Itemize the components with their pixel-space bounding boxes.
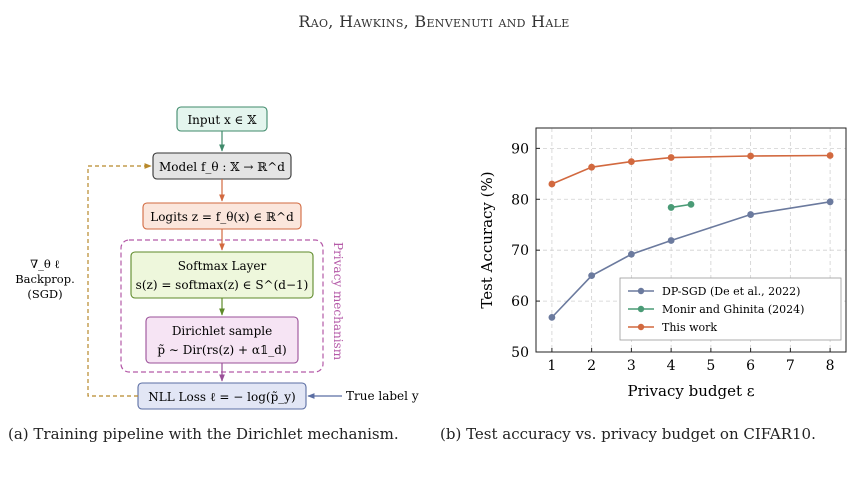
dirichlet-node-equation: p̃ ∼ Dir(rs(z) + α𝟙_d) [157,343,286,357]
y-tick-label: 70 [511,243,529,259]
input-node-label: Input x ∈ 𝕏 [187,113,257,127]
legend-label: This work [662,321,717,334]
data-point [747,211,755,218]
data-point [687,200,695,208]
backprop-path [87,163,152,397]
series-line-2 [551,154,831,185]
y-tick-label: 50 [511,345,529,361]
data-point [588,163,596,171]
data-point [548,313,556,321]
accuracy-chart: 1 2 3 4 5 6 7 8 50 60 70 80 90 Privacy budget ε Test… [478,127,847,400]
x-tick-label: 2 [587,358,596,374]
x-tick-label: 8 [826,358,835,374]
x-tick-label: 3 [627,358,636,374]
data-point [747,152,755,160]
x-axis-label: Privacy budget ε [627,382,754,400]
data-point [588,272,596,280]
legend-label: DP-SGD (De et al., 2022) [662,285,800,298]
data-point [826,198,834,206]
data-point [627,158,635,165]
y-axis-label: Test Accuracy (%) [478,171,496,308]
softmax-node-title: Softmax Layer [178,259,267,273]
data-point [667,204,675,211]
data-point [667,237,675,244]
y-tick-label: 60 [511,294,529,310]
caption-b: (b) Test accuracy vs. privacy budget on … [440,425,816,443]
x-tick-label: 6 [746,358,755,374]
data-point [627,250,635,258]
pipeline-diagram: Privacy mechanism Input x ∈ 𝕏 Model f_θ … [15,106,419,410]
legend-swatch-marker [637,323,645,331]
privacy-mechanism-label: Privacy mechanism [331,242,345,361]
model-node-label: Model f_θ : 𝕏 → ℝ^d [159,160,285,174]
backprop-label: Backprop. [15,272,75,286]
backprop-sgd: (SGD) [27,287,62,301]
data-point [826,152,834,159]
x-tick-label: 7 [786,358,795,374]
backprop-gradient: ∇_θ ℓ [30,257,60,271]
caption-a: (a) Training pipeline with the Dirichlet… [8,425,399,443]
legend-label: Monir and Ghinita (2024) [662,303,804,316]
plot-frame [535,127,847,353]
legend-box [619,277,842,341]
softmax-node-equation: s(z) = softmax(z) ∈ S^(d−1) [136,278,309,292]
dirichlet-node-title: Dirichlet sample [172,324,272,338]
x-tick-label: 1 [547,358,556,374]
x-tick-label: 4 [667,358,676,374]
series-line-0 [551,201,831,318]
y-tick-label: 90 [511,141,529,157]
y-tick-label: 80 [511,192,529,208]
true-label-text: True label y [346,389,419,403]
data-point [667,154,675,161]
legend-swatch-marker [637,305,645,313]
legend-swatch-marker [637,287,645,295]
x-tick-label: 5 [706,358,715,374]
data-point [548,180,556,188]
loss-node-label: NLL Loss ℓ = − log(p̃_y) [148,390,295,404]
logits-node-label: Logits z = f_θ(x) ∈ ℝ^d [150,210,294,224]
running-header: Rao, Hawkins, Benvenuti and Hale [298,12,570,31]
